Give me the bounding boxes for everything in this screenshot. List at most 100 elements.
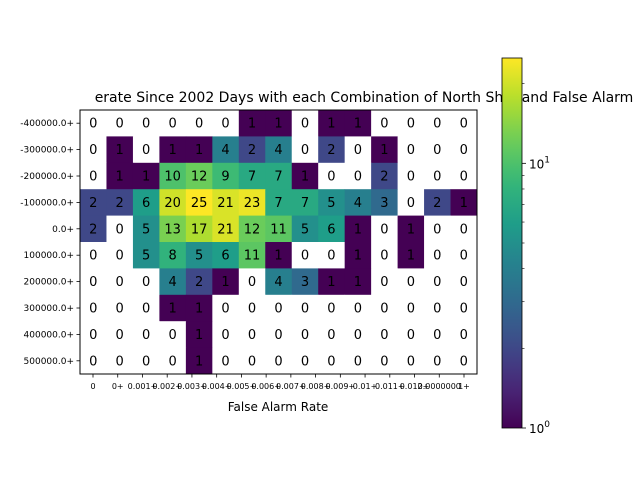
heatmap-cell (106, 215, 134, 243)
cell-value-label: 0 (116, 117, 124, 132)
heatmap-cell (424, 215, 451, 243)
cell-value-label: 0 (142, 275, 150, 290)
heatmap-cell (371, 321, 398, 348)
cell-value-label: 0 (89, 354, 97, 369)
cell-value-label: 0 (248, 302, 256, 317)
colorbar-tick-label: 101 (529, 155, 550, 171)
x-tick-label: 0.006+ (251, 382, 281, 391)
heatmap-cell (371, 136, 398, 164)
heatmap-cell (318, 268, 346, 296)
heatmap-cell (450, 110, 478, 137)
heatmap-cell (132, 242, 160, 269)
cell-value-label: 1 (248, 117, 256, 132)
cell-value-label: 0 (327, 302, 335, 317)
cell-value-label: 0 (327, 170, 335, 185)
cell-value-label: 0 (327, 249, 335, 264)
heatmap-cell (344, 189, 372, 216)
heatmap-cell (132, 321, 160, 348)
cell-value-label: 0 (354, 302, 362, 317)
plot-frame (79, 109, 478, 375)
cell-value-label: 0 (301, 354, 309, 369)
cell-value-label: 0 (221, 354, 229, 369)
cell-value-label: 0 (433, 249, 441, 264)
heatmap-cell (397, 294, 425, 322)
heatmap-cell (238, 242, 266, 269)
cell-value-label: 0 (168, 354, 176, 369)
cell-value-label: 0 (168, 117, 176, 132)
heatmap-cell (450, 136, 478, 164)
cell-value-label: 21 (217, 196, 234, 211)
heatmap-cell (371, 347, 398, 375)
cell-value-label: 0 (354, 143, 362, 158)
cell-value-label: 9 (221, 170, 229, 185)
heatmap-cell (450, 347, 478, 375)
heatmap-cell (291, 321, 319, 348)
x-tick-label: 0.003+ (177, 382, 207, 391)
cell-value-label: 2 (89, 222, 97, 237)
cell-value-label: 0 (301, 117, 309, 132)
cell-value-label: 0 (248, 275, 256, 290)
cell-value-label: 0 (407, 117, 415, 132)
heatmap-cell (265, 189, 293, 216)
cell-value-label: 12 (191, 170, 208, 185)
cell-value-label: 0 (327, 328, 335, 343)
colorbar: 100 101 (501, 57, 550, 436)
heatmap-cell (212, 215, 240, 243)
x-tick-label: 0.0000000 (418, 382, 461, 391)
heatmap-cell (159, 242, 187, 269)
cell-value-label: 0 (380, 249, 388, 264)
y-tick-label: 300000.0+ (24, 304, 74, 314)
x-tick-label: 0.005+ (227, 382, 257, 391)
cell-value-label: 3 (301, 275, 309, 290)
cell-value-label: 0 (407, 196, 415, 211)
cell-value-label: 12 (244, 222, 261, 237)
x-tick-label: 0.011+ (375, 382, 405, 391)
heatmap-cell (238, 110, 266, 137)
heatmap-cell (424, 110, 451, 137)
heatmap-cell (212, 136, 240, 164)
heatmap-cell (80, 189, 107, 216)
heatmap-cell (132, 110, 160, 137)
cell-value-label: 1 (407, 249, 415, 264)
heatmap-cell (291, 215, 319, 243)
heatmap-cell (106, 136, 134, 164)
cell-value-label: 1 (460, 196, 468, 211)
x-tick-label: 0+ (112, 382, 124, 391)
cell-value-label: 1 (354, 117, 362, 132)
cell-value-label: 5 (327, 196, 335, 211)
heatmap-cell (397, 215, 425, 243)
heatmap-cell (265, 136, 293, 164)
cell-value-label: 1 (195, 328, 203, 343)
heatmap-cell (318, 242, 346, 269)
cell-value-label: 0 (89, 275, 97, 290)
cell-value-label: 17 (191, 222, 208, 237)
cell-value-label: 7 (274, 196, 282, 211)
cell-value-label: 0 (354, 170, 362, 185)
cell-value-label: 0 (407, 354, 415, 369)
cell-value-label: 10 (164, 170, 181, 185)
cell-value-label: 5 (142, 222, 150, 237)
cell-value-label: 0 (407, 302, 415, 317)
cell-value-label: 0 (460, 249, 468, 264)
heatmap-cell (132, 215, 160, 243)
cell-value-label: 1 (354, 275, 362, 290)
heatmap-cell (265, 110, 293, 137)
heatmap-cell (397, 162, 425, 190)
heatmap-cell (450, 162, 478, 190)
x-tick-label: 0.008+ (301, 382, 331, 391)
cell-value-label: 1 (301, 170, 309, 185)
x-axis-label: False Alarm Rate (228, 400, 329, 414)
heatmap-cell (106, 110, 134, 137)
cell-value-label: 0 (142, 143, 150, 158)
heatmap-cell (212, 268, 240, 296)
x-tick-label: 0.004+ (202, 382, 232, 391)
heatmap-cell (159, 136, 187, 164)
cell-value-label: 0 (327, 354, 335, 369)
heatmap-cell (265, 294, 293, 322)
cell-value-label: 0 (407, 328, 415, 343)
heatmap-cell (371, 215, 398, 243)
heatmap-cell (371, 110, 398, 137)
cell-value-label: 0 (433, 328, 441, 343)
heatmap-cell (185, 268, 213, 296)
